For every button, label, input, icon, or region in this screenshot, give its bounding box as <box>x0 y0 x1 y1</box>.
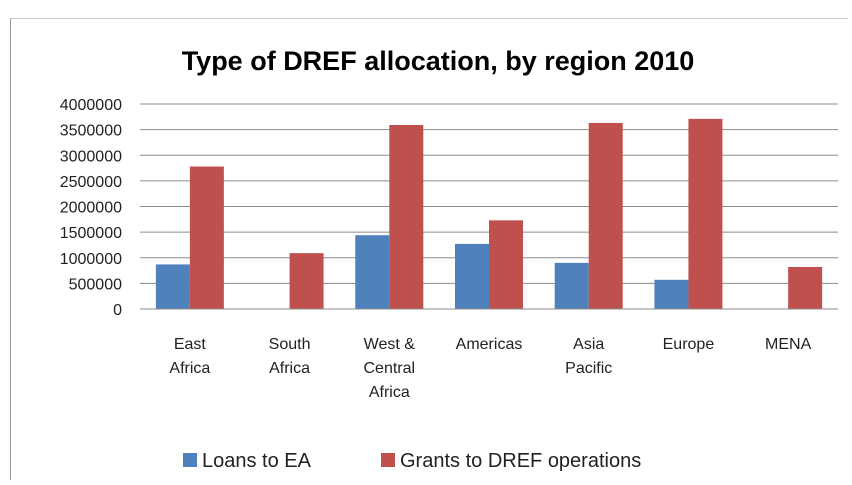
legend: Loans to EA Grants to DREF operations <box>183 450 641 472</box>
bar-grants-to-dref-operations-5 <box>688 118 723 309</box>
x-category-label: West & Central Africa <box>363 336 415 401</box>
x-category-label-line: Central <box>363 360 415 377</box>
bar-grants-to-dref-operations-1 <box>289 253 324 309</box>
bar-grants-to-dref-operations-4 <box>588 122 623 310</box>
x-category-label-line: West & <box>364 336 416 353</box>
x-category-label: Europe <box>663 336 715 353</box>
y-tick-label: 3500000 <box>60 123 122 140</box>
y-tick-label: 0 <box>113 302 122 319</box>
y-tick-label: 2500000 <box>60 174 122 191</box>
x-category-label-line: South <box>269 336 311 353</box>
x-category-label: South Africa <box>269 336 311 377</box>
x-category-label: Americas <box>456 336 523 353</box>
frame-left-border <box>10 18 11 480</box>
y-tick-label: 500000 <box>69 276 122 293</box>
x-category-label-line: East <box>174 336 207 353</box>
x-category-label-line: Africa <box>369 384 410 401</box>
x-category-label-line: MENA <box>765 336 812 353</box>
bar-grants-to-dref-operations-0 <box>189 166 224 309</box>
frame-top-border <box>10 18 848 19</box>
bar-grants-to-dref-operations-3 <box>489 220 523 309</box>
bar-grants-to-dref-operations-6 <box>788 266 823 309</box>
x-category-label-line: Pacific <box>565 360 612 377</box>
bar-loans-to-ea-0 <box>155 264 190 309</box>
y-axis-ticks: 0 500000 1000000 1500000 2000000 2500000 30000… <box>60 97 122 319</box>
bar-grants-to-dref-operations-2 <box>389 125 424 309</box>
y-tick-label: 2000000 <box>60 200 122 217</box>
bar-loans-to-ea-5 <box>654 279 689 309</box>
y-tick-label: 3000000 <box>60 148 122 165</box>
bars <box>155 118 823 310</box>
x-category-label-line: Asia <box>573 336 604 353</box>
bar-loans-to-ea-3 <box>455 243 489 309</box>
y-tick-label: 1000000 <box>60 251 122 268</box>
x-axis-categories: East Africa South Africa West & Central Africa… <box>169 336 811 401</box>
legend-label: Loans to EA <box>202 450 312 472</box>
bar-loans-to-ea-2 <box>355 235 390 309</box>
x-category-label-line: Europe <box>663 336 715 353</box>
legend-swatch <box>183 453 197 467</box>
x-category-label: MENA <box>765 336 812 353</box>
x-category-label: East Africa <box>169 336 210 377</box>
legend-swatch <box>381 453 395 467</box>
x-category-label-line: Americas <box>456 336 523 353</box>
x-category-label-line: Africa <box>269 360 310 377</box>
legend-label: Grants to DREF operations <box>400 450 641 472</box>
x-category-label: Asia Pacific <box>565 336 612 377</box>
chart-title: Type of DREF allocation, by region 2010 <box>182 46 695 76</box>
bar-loans-to-ea-4 <box>554 262 589 309</box>
x-category-label-line: Africa <box>169 360 210 377</box>
y-tick-label: 1500000 <box>60 225 122 242</box>
y-tick-label: 4000000 <box>60 97 122 114</box>
